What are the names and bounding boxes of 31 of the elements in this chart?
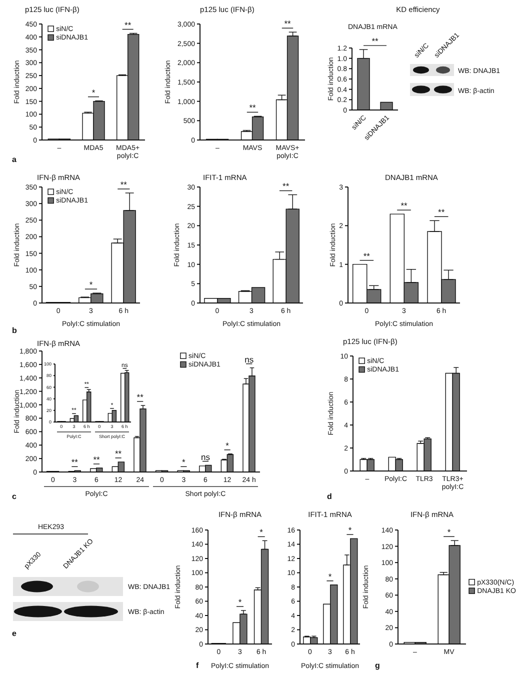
annotation: ** bbox=[114, 448, 122, 458]
annotation: * bbox=[328, 571, 332, 582]
annotation: * bbox=[447, 527, 452, 538]
annotation: * bbox=[238, 597, 242, 608]
text: b bbox=[12, 326, 17, 335]
annotation: ** bbox=[124, 20, 132, 30]
annotation: ** bbox=[363, 250, 371, 261]
text: e bbox=[12, 629, 17, 638]
annotation: ** bbox=[71, 457, 79, 468]
annotation: * bbox=[182, 457, 186, 468]
text: c bbox=[12, 492, 17, 501]
annotation: ns bbox=[244, 354, 254, 364]
annotation: ** bbox=[400, 200, 408, 211]
text: d bbox=[327, 492, 332, 501]
annotation: ** bbox=[136, 392, 144, 402]
annotation: ** bbox=[282, 181, 290, 192]
annotation: ** bbox=[438, 207, 446, 218]
annotation: * bbox=[260, 527, 264, 538]
annotation: * bbox=[226, 440, 230, 450]
text: a bbox=[12, 155, 17, 164]
annotation: ** bbox=[249, 102, 256, 113]
annotation: * bbox=[92, 87, 96, 98]
annotation: ** bbox=[284, 18, 292, 29]
text: g bbox=[375, 661, 380, 670]
annotation: * bbox=[348, 525, 352, 536]
text: ** bbox=[372, 36, 379, 46]
annotation: ** bbox=[120, 179, 128, 190]
annotation: * bbox=[89, 280, 94, 290]
annotation: ns bbox=[201, 452, 210, 462]
annotation: ** bbox=[93, 454, 100, 464]
text: f bbox=[196, 661, 199, 670]
